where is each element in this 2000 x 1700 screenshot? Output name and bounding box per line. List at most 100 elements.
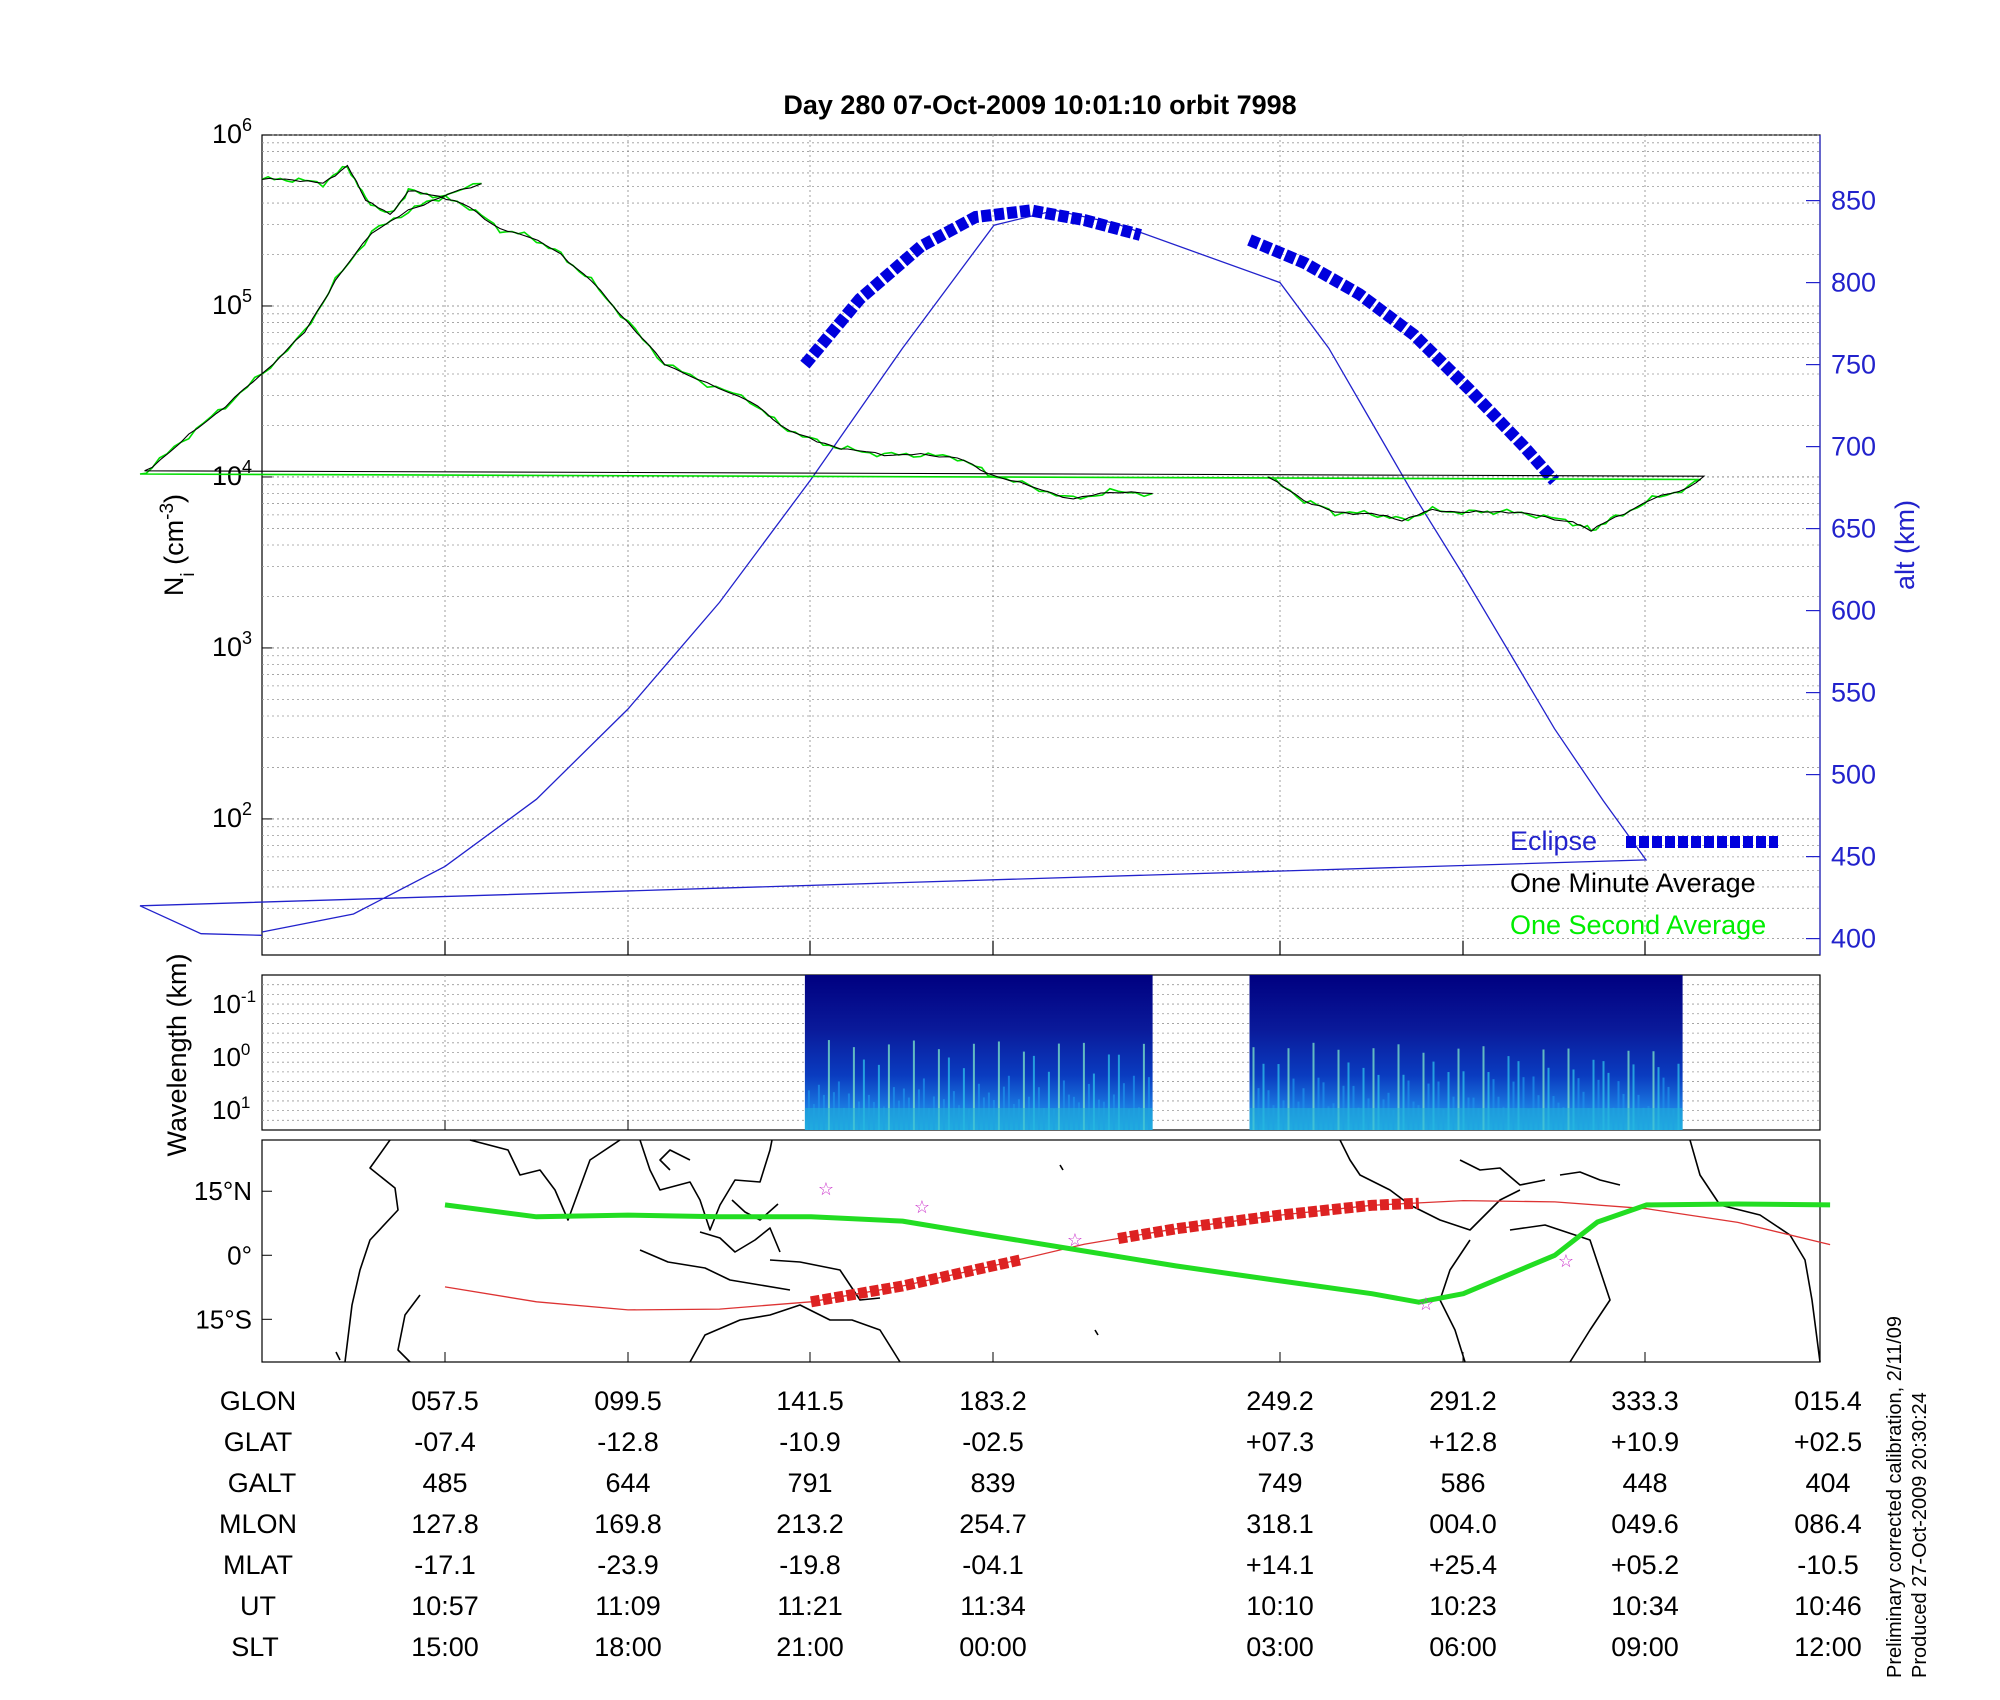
spectrogram-streak (852, 1047, 855, 1130)
coastline-segment (769, 1259, 881, 1301)
spectrogram-streak (1407, 1080, 1410, 1130)
table-cell: 10:10 (1246, 1591, 1314, 1621)
table-cell: +12.8 (1429, 1427, 1497, 1457)
magnetic-equator-line (444, 1201, 1831, 1305)
density-axis-label: Ni (cm-3) (157, 494, 199, 596)
table-cell: 249.2 (1246, 1386, 1314, 1416)
station-star-icon: ☆ (914, 1197, 930, 1217)
table-cell: -23.9 (597, 1550, 659, 1580)
table-cell: 10:46 (1794, 1591, 1862, 1621)
spectrogram-streak (1627, 1050, 1630, 1130)
altitude-axis-label: alt (km) (1890, 500, 1920, 590)
table-cell: 09:00 (1611, 1632, 1679, 1662)
legend-minute-label: One Minute Average (1510, 868, 1756, 898)
density-tick-label: 104 (212, 457, 252, 491)
table-cell: 485 (422, 1468, 467, 1498)
table-cell: 06:00 (1429, 1632, 1497, 1662)
spectrogram-streak (1057, 1043, 1060, 1130)
altitude-tick-label: 750 (1831, 350, 1876, 380)
spectrogram-streak (1427, 1083, 1430, 1130)
coastline-segment (639, 1139, 773, 1231)
eclipse-track-segment (1117, 1197, 1420, 1245)
spectrogram-streak (1262, 1063, 1265, 1130)
table-cell: 12:00 (1794, 1632, 1862, 1662)
table-cell: 448 (1622, 1468, 1667, 1498)
coastline-segment (335, 1351, 341, 1361)
spectrogram-streak (827, 1040, 830, 1130)
spectrogram-streak (1547, 1067, 1550, 1130)
spectrogram-streak (1252, 1047, 1255, 1130)
spectrogram-streak (1607, 1072, 1610, 1130)
table-cell: 839 (970, 1468, 1015, 1498)
table-cell: 11:09 (595, 1591, 661, 1621)
table-cell: 11:21 (777, 1591, 843, 1621)
one-minute-average-line (261, 164, 1153, 500)
panel1-vertical-grid (444, 135, 1646, 955)
spectrogram-streak (1492, 1079, 1495, 1130)
latitude-tick-label: 0° (227, 1240, 252, 1270)
latitude-axis-ticks: 15°N 0° 15°S (194, 1176, 1646, 1362)
table-cell: 127.8 (411, 1509, 479, 1539)
spectrogram-streak (1292, 1078, 1295, 1130)
table-cell: 169.8 (594, 1509, 662, 1539)
table-cell: -10.5 (1797, 1550, 1859, 1580)
table-cell: 086.4 (1794, 1509, 1862, 1539)
satellite-ground-track (444, 1199, 1831, 1311)
table-cell: 10:23 (1429, 1591, 1497, 1621)
spectrogram-streak (1577, 1078, 1580, 1130)
spectrogram-band (1249, 1108, 1683, 1130)
panel1-horizontal-grid (262, 134, 1820, 939)
table-cell: -10.9 (779, 1427, 841, 1457)
table-cell: 03:00 (1246, 1632, 1314, 1662)
table-row-label: MLON (219, 1509, 297, 1539)
spectrogram-streak (1372, 1048, 1375, 1130)
wavelength-tick-label: 100 (212, 1040, 250, 1072)
table-row-label: GLAT (224, 1427, 293, 1457)
figure-title: Day 280 07-Oct-2009 10:01:10 orbit 7998 (783, 90, 1296, 120)
coastline-segment (1559, 1171, 1621, 1186)
table-cell: 318.1 (1246, 1509, 1314, 1539)
table-cell: +02.5 (1794, 1427, 1862, 1457)
spectrogram-streak (1342, 1085, 1345, 1130)
spectrogram-streak (887, 1044, 890, 1130)
produced-timestamp: Produced 27-Oct-2009 20:30:24 (1909, 1392, 1931, 1678)
spectrogram-streak (1602, 1061, 1605, 1130)
spectrogram-streak (1022, 1051, 1025, 1130)
table-cell: -07.4 (414, 1427, 476, 1457)
altitude-tick-label: 650 (1831, 514, 1876, 544)
spectrogram-streak (1087, 1083, 1090, 1130)
spectrogram-streak (1032, 1055, 1035, 1130)
table-cell: +14.1 (1246, 1550, 1314, 1580)
map-tracks (444, 1197, 1831, 1311)
spectrogram-streak (947, 1057, 950, 1130)
spectrogram-streak (1422, 1052, 1425, 1130)
altitude-tick-label: 700 (1831, 432, 1876, 462)
coastline-segment (1509, 1224, 1611, 1363)
table-cell: 099.5 (594, 1386, 662, 1416)
altitude-tick-label: 600 (1831, 596, 1876, 626)
spectrogram-streak (1572, 1069, 1575, 1130)
spectrogram-streak (877, 1064, 880, 1130)
spectrogram-streak (1287, 1048, 1290, 1130)
spectrogram-streak (1567, 1048, 1570, 1130)
legend-eclipse-label: Eclipse (1510, 826, 1597, 856)
eclipse-segments (800, 204, 1559, 485)
spectrogram-streak (1352, 1085, 1355, 1130)
spectrogram-streak (1592, 1059, 1595, 1130)
altitude-tick-label: 550 (1831, 678, 1876, 708)
table-cell: -04.1 (962, 1550, 1024, 1580)
spectrogram-streak (1482, 1046, 1485, 1130)
spectrogram-streak (1532, 1076, 1535, 1130)
spectrogram-streak (1317, 1077, 1320, 1130)
table-cell: 015.4 (1794, 1386, 1862, 1416)
altitude-tick-label: 500 (1831, 760, 1876, 790)
spectrogram-streak (1662, 1077, 1665, 1130)
spectrogram-streak (1062, 1080, 1065, 1130)
table-cell: +10.9 (1611, 1427, 1679, 1457)
altitude-tick-label: 850 (1831, 186, 1876, 216)
spectrogram-streak (912, 1040, 915, 1130)
wavelength-tick-label: 101 (212, 1093, 250, 1125)
spectrogram-streak (1092, 1073, 1095, 1130)
table-row-label: SLT (231, 1632, 279, 1662)
